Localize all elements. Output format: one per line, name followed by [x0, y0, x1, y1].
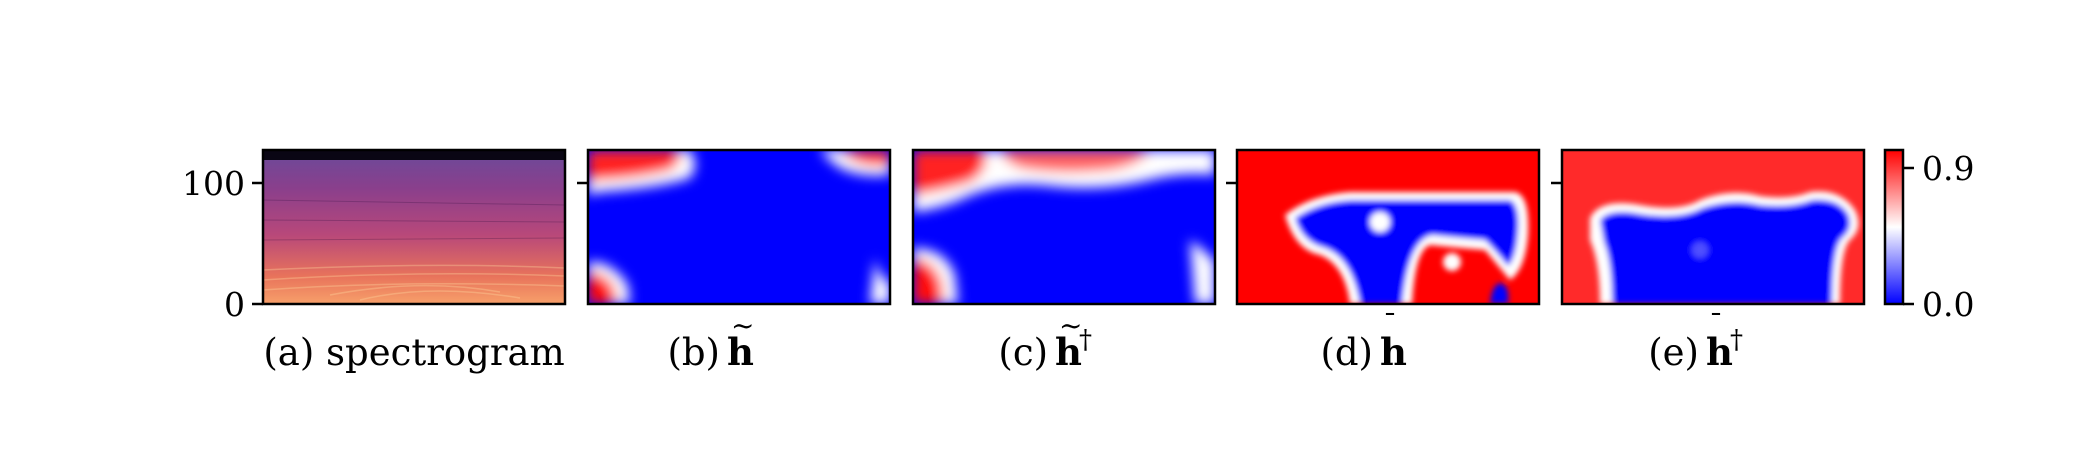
caption-a: (a) spectrogram — [263, 331, 564, 374]
svg-text:(b): (b) — [667, 331, 720, 374]
svg-text:¯: ¯ — [1709, 308, 1723, 341]
caption-e: (e) h ¯ † — [1648, 308, 1743, 374]
colorbar-tick-label-high: 0.9 — [1922, 149, 1974, 188]
panel-c-frame — [911, 148, 1217, 306]
panel-d-frame — [1235, 148, 1541, 306]
colorbar-tick-label-low: 0.0 — [1922, 285, 1974, 324]
caption-d: (d) h ¯ — [1320, 308, 1407, 374]
panel-b-frame — [586, 148, 892, 306]
svg-text:†: † — [1079, 325, 1092, 355]
y-tick-label-0: 0 — [224, 285, 245, 324]
svg-text:(e): (e) — [1648, 331, 1699, 374]
svg-text:(d): (d) — [1320, 331, 1373, 374]
panel-e-heatmap — [1562, 150, 1864, 304]
panel-b-heatmap — [588, 150, 890, 304]
caption-b: (b) h ~ — [667, 309, 754, 374]
svg-text:¯: ¯ — [1383, 308, 1397, 341]
colorbar — [1885, 150, 1903, 304]
panel-e-frame — [1560, 148, 1866, 306]
svg-text:~: ~ — [1059, 309, 1082, 342]
panel-d-heatmap — [1237, 150, 1539, 304]
panel-a-frame — [261, 148, 567, 306]
y-tick-label-100: 100 — [182, 164, 245, 203]
svg-text:(c): (c) — [998, 331, 1048, 374]
caption-c: (c) h ~ † — [998, 309, 1092, 374]
svg-text:h: h — [1055, 330, 1082, 374]
colorbar-frame — [1883, 148, 1905, 306]
svg-text:†: † — [1730, 325, 1743, 355]
panel-a-spectrogram — [263, 150, 565, 304]
svg-text:~: ~ — [731, 309, 754, 342]
svg-text:h: h — [727, 330, 754, 374]
panel-c-heatmap — [913, 150, 1215, 304]
svg-text:h: h — [1380, 330, 1407, 374]
svg-text:h: h — [1706, 330, 1733, 374]
